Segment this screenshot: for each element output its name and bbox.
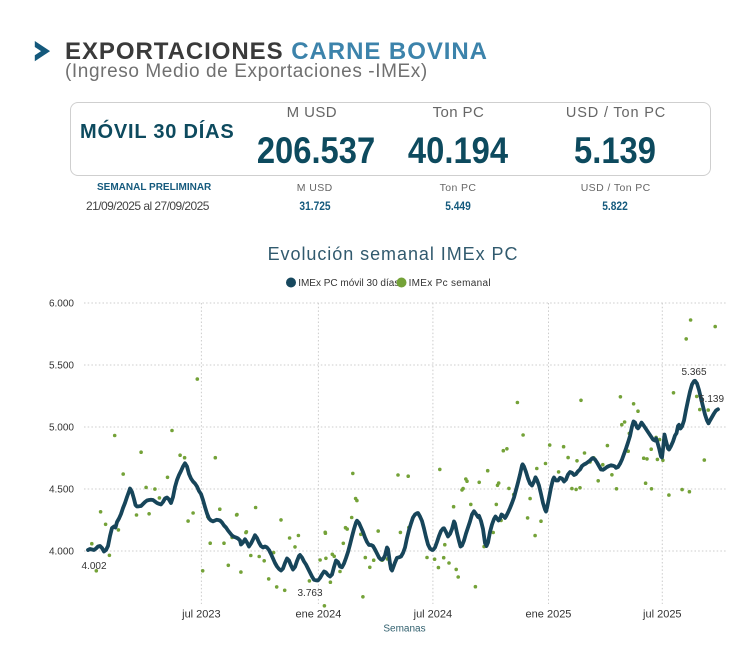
svg-text:5.000: 5.000 bbox=[49, 423, 74, 434]
svg-text:Semanas: Semanas bbox=[383, 623, 425, 634]
svg-text:IMEx PC móvil 30 días: IMEx PC móvil 30 días bbox=[298, 278, 399, 289]
svg-text:Evolución semanal IMEx PC: Evolución semanal IMEx PC bbox=[268, 244, 519, 264]
svg-text:5.365: 5.365 bbox=[681, 367, 706, 378]
svg-text:jul 2024: jul 2024 bbox=[413, 609, 453, 621]
svg-text:4.002: 4.002 bbox=[81, 561, 106, 572]
svg-text:ene 2024: ene 2024 bbox=[295, 609, 341, 621]
svg-text:jul 2023: jul 2023 bbox=[181, 609, 221, 621]
svg-text:5.500: 5.500 bbox=[49, 361, 74, 372]
svg-text:3.763: 3.763 bbox=[297, 588, 322, 599]
svg-text:IMEx Pc semanal: IMEx Pc semanal bbox=[409, 278, 491, 289]
svg-text:jul 2025: jul 2025 bbox=[642, 609, 682, 621]
svg-text:4.000: 4.000 bbox=[49, 547, 74, 558]
svg-text:5.139: 5.139 bbox=[699, 394, 724, 405]
svg-text:ene 2025: ene 2025 bbox=[526, 609, 572, 621]
svg-text:6.000: 6.000 bbox=[49, 299, 74, 310]
svg-text:4.500: 4.500 bbox=[49, 485, 74, 496]
